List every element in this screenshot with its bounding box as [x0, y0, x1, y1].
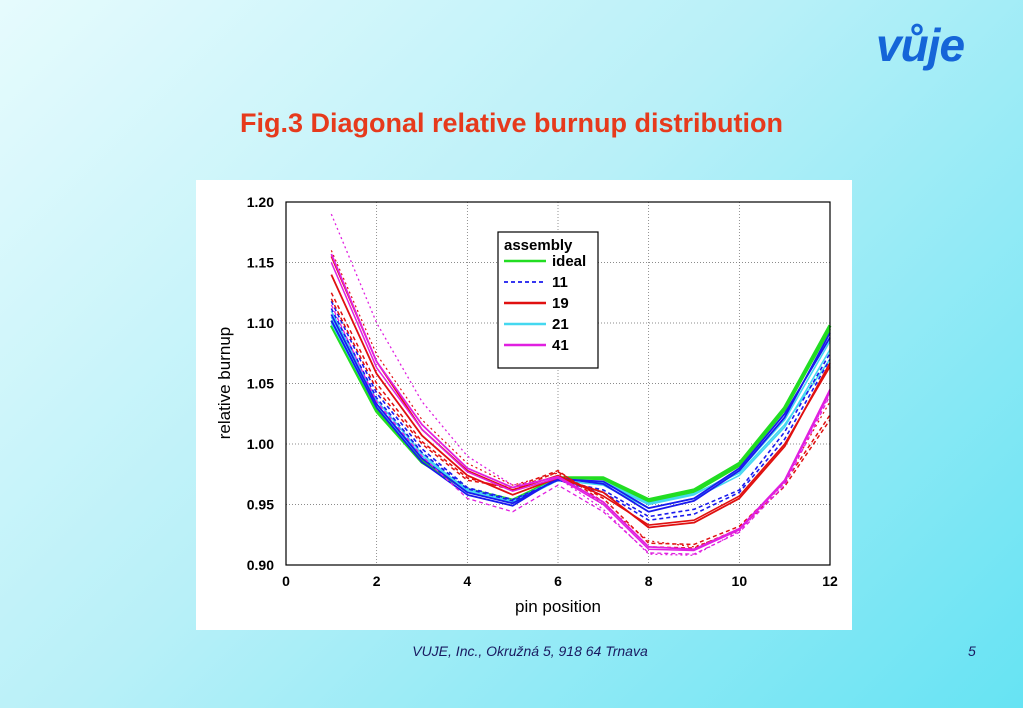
series-line [330, 213, 831, 556]
plot-frame [285, 201, 831, 566]
x-tick-label: 4 [463, 573, 471, 589]
legend-label: ideal [552, 253, 586, 270]
x-tick-labels: 0 2 4 6 8 10 12 [282, 573, 838, 589]
legend-label: 11 [552, 274, 568, 291]
legend-title: assembly [504, 237, 573, 254]
series-line [330, 314, 831, 510]
legend-label: 21 [552, 316, 569, 333]
x-axis-label: pin position [515, 597, 601, 616]
y-tick-label: 1.15 [247, 255, 274, 271]
y-axis-label: relative burnup [215, 327, 234, 439]
y-tick-label: 1.10 [247, 315, 274, 331]
footer-address: VUJE, Inc., Okružná 5, 918 64 Trnava [412, 643, 648, 659]
x-tick-label: 12 [822, 573, 838, 589]
x-tick-label: 6 [554, 573, 562, 589]
series-line [330, 310, 831, 509]
y-tick-label: 0.90 [247, 557, 274, 573]
burnup-chart: 0 2 4 6 8 10 12 0.90 0.95 1.00 1.05 1.10 1.15 1.20 p… [215, 194, 838, 616]
legend-label: 41 [552, 337, 569, 354]
y-tick-labels: 0.90 0.95 1.00 1.05 1.10 1.15 1.20 [247, 194, 274, 573]
vuje-logo: vůje [876, 19, 965, 71]
y-tick-label: 1.20 [247, 194, 274, 210]
series-line [330, 292, 831, 546]
x-tick-label: 8 [645, 573, 653, 589]
x-tick-label: 0 [282, 573, 290, 589]
slide-title: Fig.3 Diagonal relative burnup distribut… [239, 108, 784, 138]
series-line-41 [330, 253, 831, 551]
y-tick-label: 1.05 [247, 376, 274, 392]
legend-label: 19 [552, 295, 569, 312]
page-number: 5 [968, 643, 976, 659]
chart-panel: 0 2 4 6 8 10 12 0.90 0.95 1.00 1.05 1.10 1.15 1.20 p… [196, 180, 852, 630]
series-line [330, 304, 831, 555]
x-tick-label: 2 [373, 573, 381, 589]
series-line [330, 262, 831, 552]
chart-series [329, 213, 832, 556]
y-tick-label: 1.00 [247, 436, 274, 452]
series-line [330, 308, 831, 518]
x-tick-label: 10 [732, 573, 748, 589]
y-tick-label: 0.95 [247, 497, 274, 513]
chart-legend: assembly ideal 11 19 21 41 [497, 231, 599, 369]
